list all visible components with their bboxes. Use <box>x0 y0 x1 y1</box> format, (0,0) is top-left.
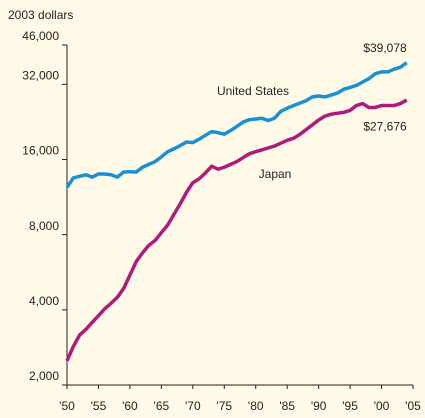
x-tick-label: '70 <box>185 399 201 413</box>
x-tick-label: '50 <box>59 399 75 413</box>
y-tick-label: 4,000 <box>29 294 59 308</box>
y-tick-label: 8,000 <box>29 219 59 233</box>
x-tick-label: '05 <box>405 399 421 413</box>
x-tick-label: '00 <box>374 399 390 413</box>
y-tick-label: 16,000 <box>22 144 59 158</box>
x-tick-label: '60 <box>122 399 138 413</box>
x-tick-label: '85 <box>279 399 295 413</box>
x-tick-label: '95 <box>342 399 358 413</box>
value-label: $27,676 <box>363 119 407 133</box>
x-tick-label: '80 <box>248 399 264 413</box>
series-label: United States <box>217 84 289 98</box>
y-tick-label: 46,000 <box>22 29 59 43</box>
series-line <box>65 61 408 189</box>
y-axis-label: 2003 dollars <box>8 8 73 22</box>
x-tick-label: '75 <box>216 399 232 413</box>
value-label: $39,078 <box>363 41 407 55</box>
x-tick-label: '90 <box>311 399 327 413</box>
series-label: Japan <box>259 167 292 181</box>
y-tick-label: 2,000 <box>29 369 59 383</box>
x-tick-label: '55 <box>91 399 107 413</box>
x-tick-label: '65 <box>154 399 170 413</box>
y-tick-label: 32,000 <box>22 69 59 83</box>
series-line <box>65 98 408 362</box>
